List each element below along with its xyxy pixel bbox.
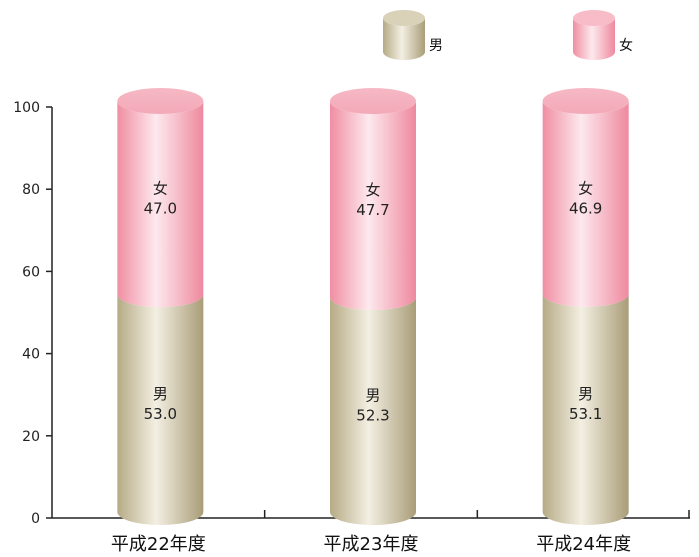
cylinder-bar: 男 52.3 女 47.7 — [330, 88, 416, 525]
legend-label: 女 — [619, 37, 633, 54]
y-tick-label: 20 — [22, 429, 40, 445]
cylinder-bar: 男 53.1 女 46.9 — [542, 88, 629, 525]
bars: 男 53.0 女 47.0 男 52.3 女 47.7 男 53.1 女 46.9 — [117, 88, 629, 525]
legend-swatch — [383, 18, 425, 60]
segment-value-label: 46.9 — [569, 199, 602, 217]
segment-series-label: 女 — [578, 179, 593, 197]
category-labels: 平成22年度 平成23年度 平成24年度 — [111, 534, 631, 555]
legend-swatch-cap — [573, 10, 615, 26]
segment-series-label: 男 — [153, 385, 168, 403]
y-axis-ticks: 0 20 40 60 80 100 — [13, 100, 52, 527]
legend-swatch-cap — [383, 10, 425, 26]
cylinder-top-cap — [542, 88, 629, 114]
segment-series-label: 女 — [365, 181, 380, 199]
segment-value-label: 53.1 — [569, 405, 602, 423]
cylinder-top-cap — [117, 88, 204, 114]
bar-segment-female — [117, 101, 204, 308]
legend-item: 女 — [573, 10, 633, 60]
segment-series-label: 女 — [153, 180, 168, 198]
bar-segment-male — [542, 293, 629, 525]
y-tick-label: 40 — [22, 347, 40, 363]
x-category-label: 平成24年度 — [536, 534, 631, 555]
segment-value-label: 52.3 — [356, 407, 389, 425]
y-tick-label: 0 — [31, 511, 40, 527]
segment-value-label: 53.0 — [144, 405, 177, 423]
legend-label: 男 — [429, 38, 443, 54]
cylinder-bar: 男 53.0 女 47.0 — [117, 88, 204, 525]
legend: 男女 — [383, 10, 633, 60]
segment-series-label: 男 — [365, 387, 380, 405]
y-tick-label: 100 — [13, 100, 40, 116]
x-axis-ticks — [263, 510, 690, 518]
x-category-label: 平成22年度 — [111, 534, 206, 555]
segment-value-label: 47.7 — [356, 201, 389, 219]
segment-value-label: 47.0 — [144, 200, 177, 218]
legend-swatch — [573, 18, 615, 60]
cylinder-top-cap — [330, 88, 416, 114]
y-tick-label: 80 — [22, 182, 40, 198]
bar-segment-male — [330, 297, 416, 525]
bar-segment-female — [542, 101, 629, 307]
bar-segment-male — [117, 294, 204, 525]
x-category-label: 平成23年度 — [324, 534, 419, 555]
legend-item: 男 — [383, 10, 443, 60]
segment-series-label: 男 — [578, 385, 593, 403]
bar-segment-female — [330, 101, 416, 311]
y-tick-label: 60 — [22, 264, 40, 280]
